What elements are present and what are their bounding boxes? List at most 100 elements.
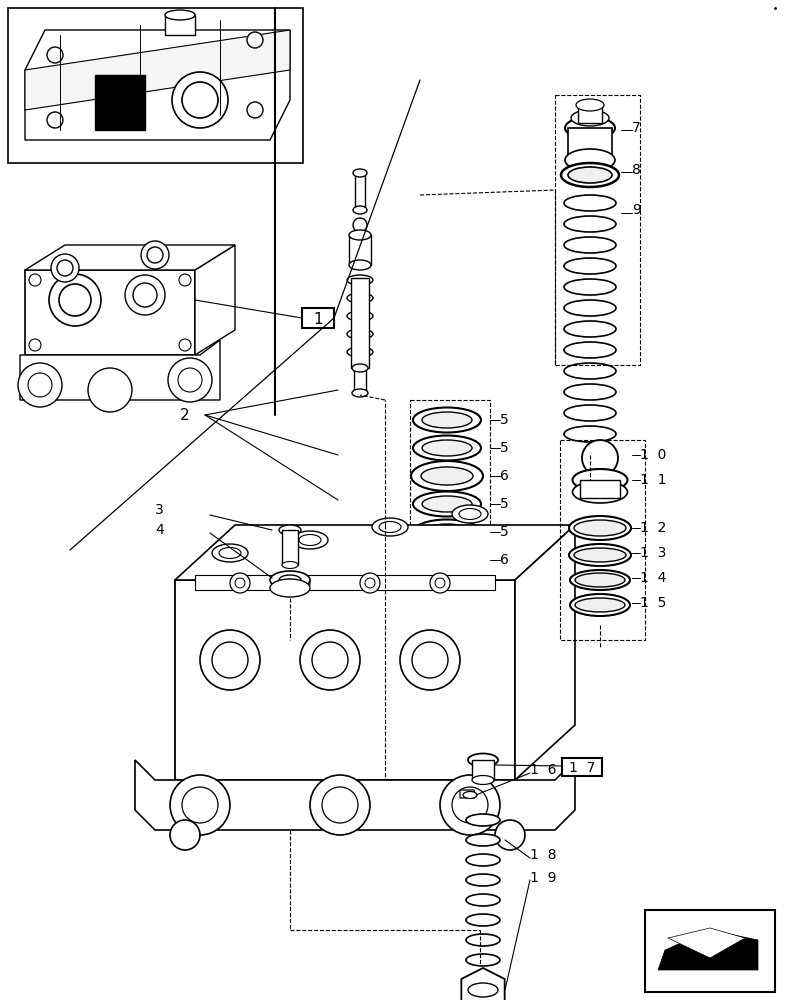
Ellipse shape [379, 522, 401, 532]
Bar [282, 530, 298, 565]
Circle shape [49, 274, 101, 326]
Ellipse shape [564, 258, 616, 274]
Bar [195, 575, 495, 590]
Text: 5: 5 [500, 413, 509, 427]
Circle shape [200, 630, 260, 690]
Circle shape [440, 775, 500, 835]
Ellipse shape [349, 260, 371, 270]
Ellipse shape [466, 814, 500, 826]
Circle shape [28, 373, 52, 397]
Circle shape [88, 368, 132, 412]
Ellipse shape [466, 834, 500, 846]
Ellipse shape [165, 10, 195, 20]
Circle shape [452, 787, 488, 823]
Text: 1  3: 1 3 [640, 546, 667, 560]
Ellipse shape [570, 570, 630, 590]
Circle shape [247, 102, 263, 118]
Circle shape [178, 368, 202, 392]
Bar [354, 368, 366, 393]
Bar [302, 308, 334, 328]
Circle shape [412, 642, 448, 678]
Text: 1  0: 1 0 [640, 448, 667, 462]
Text: 1: 1 [313, 312, 323, 328]
Text: 5: 5 [500, 441, 509, 455]
Bar [568, 128, 612, 160]
Text: 9: 9 [632, 203, 641, 217]
Text: 1  6: 1 6 [530, 763, 556, 777]
Polygon shape [95, 75, 145, 130]
Bar [578, 105, 602, 123]
Ellipse shape [347, 311, 373, 321]
Circle shape [47, 112, 63, 128]
Ellipse shape [466, 954, 500, 966]
Circle shape [57, 260, 73, 276]
Bar [8, 8, 303, 163]
Circle shape [147, 247, 163, 263]
Ellipse shape [573, 469, 627, 491]
Circle shape [182, 787, 218, 823]
Ellipse shape [564, 405, 616, 421]
Ellipse shape [568, 167, 612, 183]
Circle shape [170, 820, 200, 850]
Ellipse shape [564, 321, 616, 337]
Ellipse shape [564, 426, 616, 442]
Bar [472, 760, 494, 780]
Polygon shape [515, 525, 575, 780]
Ellipse shape [574, 548, 626, 562]
Circle shape [312, 642, 348, 678]
Polygon shape [460, 790, 475, 798]
Text: 1  8: 1 8 [530, 848, 556, 862]
Circle shape [365, 578, 375, 588]
Text: 5: 5 [500, 497, 509, 511]
Text: 8: 8 [632, 163, 641, 177]
Circle shape [300, 630, 360, 690]
Circle shape [495, 820, 525, 850]
Ellipse shape [372, 518, 408, 536]
Ellipse shape [352, 389, 368, 397]
Circle shape [430, 573, 450, 593]
Polygon shape [658, 930, 758, 970]
Ellipse shape [466, 894, 500, 906]
Ellipse shape [347, 347, 373, 357]
Circle shape [18, 363, 62, 407]
Bar [560, 440, 645, 640]
Ellipse shape [411, 461, 483, 491]
Circle shape [29, 339, 41, 351]
Polygon shape [195, 245, 235, 355]
Ellipse shape [565, 149, 615, 171]
Text: 1  7: 1 7 [569, 761, 595, 775]
Ellipse shape [564, 195, 616, 211]
Polygon shape [175, 580, 515, 780]
Bar [645, 910, 775, 992]
Bar [555, 95, 640, 365]
Ellipse shape [468, 754, 498, 766]
Circle shape [141, 241, 169, 269]
Circle shape [47, 47, 63, 63]
Text: 6: 6 [500, 553, 509, 567]
Ellipse shape [411, 545, 483, 575]
Ellipse shape [569, 544, 631, 566]
Ellipse shape [422, 496, 472, 512]
Circle shape [133, 283, 157, 307]
Ellipse shape [561, 163, 619, 187]
Ellipse shape [564, 384, 616, 400]
Polygon shape [25, 245, 235, 270]
Text: 5: 5 [500, 525, 509, 539]
Ellipse shape [571, 110, 609, 126]
Ellipse shape [575, 598, 625, 612]
Ellipse shape [564, 237, 616, 253]
Ellipse shape [347, 329, 373, 339]
Text: 4: 4 [155, 523, 164, 537]
Ellipse shape [347, 293, 373, 303]
Ellipse shape [212, 544, 248, 562]
Polygon shape [20, 340, 220, 400]
Circle shape [290, 573, 310, 593]
Circle shape [170, 775, 230, 835]
Text: 1  5: 1 5 [640, 596, 667, 610]
Ellipse shape [564, 342, 616, 358]
Ellipse shape [219, 548, 241, 558]
Text: 7: 7 [632, 121, 641, 135]
Ellipse shape [279, 575, 301, 585]
Bar [580, 480, 620, 498]
Bar [349, 235, 371, 265]
